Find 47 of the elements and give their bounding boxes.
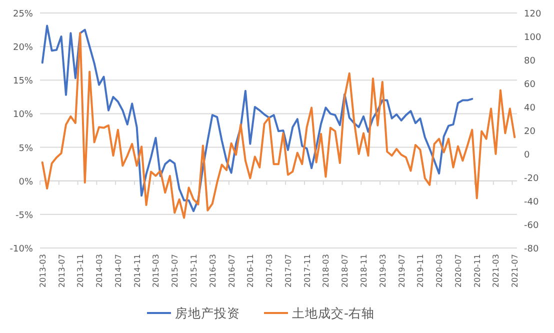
x-tick-label: 2013-11 bbox=[76, 254, 86, 288]
y2-tick-label: 60 bbox=[524, 80, 536, 90]
y2-tick-label: 120 bbox=[524, 10, 542, 20]
y2-tick-label: -80 bbox=[524, 244, 539, 254]
x-tick-label: 2013-03 bbox=[38, 254, 48, 288]
x-tick-label: 2018-03 bbox=[322, 254, 331, 288]
x-tick-label: 2015-03 bbox=[152, 254, 161, 288]
x-tick-label: 2014-11 bbox=[132, 254, 142, 288]
x-tick-label: 2017-11 bbox=[302, 254, 312, 288]
y-tick-label: 5% bbox=[18, 144, 34, 154]
x-tick-label: 2015-11 bbox=[189, 254, 198, 288]
y-tick-label: 25% bbox=[12, 10, 34, 20]
x-tick-label: 2019-03 bbox=[378, 254, 388, 288]
y2-tick-label: -20 bbox=[524, 174, 539, 184]
x-tick-label: 2021-03 bbox=[492, 254, 501, 288]
x-tick-label: 2016-07 bbox=[227, 254, 236, 288]
x-tick-label: 2019-11 bbox=[416, 254, 426, 288]
y2-tick-label: -60 bbox=[524, 221, 539, 231]
x-tick-label: 2014-03 bbox=[95, 254, 104, 288]
x-tick-label: 2015-07 bbox=[170, 254, 180, 288]
y-tick-label: 10% bbox=[12, 110, 34, 120]
legend-label: 土地成交-右轴 bbox=[292, 306, 375, 320]
x-tick-label: 2018-07 bbox=[340, 254, 350, 288]
x-tick-label: 2016-11 bbox=[246, 254, 256, 288]
x-tick-label: 2020-11 bbox=[472, 254, 482, 288]
y2-tick-label: 80 bbox=[524, 56, 536, 66]
y2-tick-label: 20 bbox=[524, 127, 536, 137]
y-tick-label: 20% bbox=[12, 43, 34, 54]
y2-tick-label: 0 bbox=[524, 150, 530, 160]
x-tick-label: 2021-07 bbox=[510, 254, 520, 288]
x-tick-label: 2016-03 bbox=[208, 254, 218, 288]
x-tick-label: 2020-07 bbox=[454, 254, 463, 288]
y-tick-label: -5% bbox=[15, 210, 34, 221]
x-tick-label: 2019-07 bbox=[397, 254, 406, 288]
y2-tick-label: -40 bbox=[524, 198, 539, 208]
y-tick-label: 15% bbox=[12, 76, 34, 87]
x-tick-label: 2018-11 bbox=[360, 254, 369, 288]
y2-tick-label: 40 bbox=[524, 104, 536, 114]
y2-tick-label: 100 bbox=[524, 33, 542, 43]
x-tick-label: 2017-07 bbox=[284, 254, 293, 288]
x-tick-label: 2014-07 bbox=[114, 254, 123, 288]
x-tick-label: 2020-03 bbox=[435, 254, 444, 288]
legend-label: 房地产投资 bbox=[175, 306, 240, 320]
y-tick-label: 0% bbox=[18, 177, 34, 188]
x-tick-label: 2017-03 bbox=[265, 254, 274, 288]
x-tick-label: 2013-07 bbox=[57, 254, 66, 288]
y-tick-label: -10% bbox=[10, 244, 34, 254]
